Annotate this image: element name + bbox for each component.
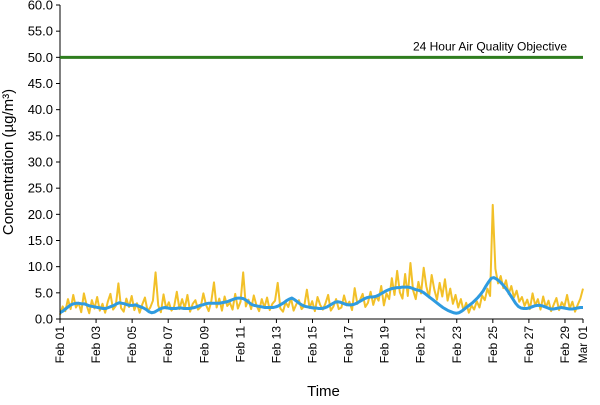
x-tick-label: Mar 01 bbox=[576, 326, 590, 364]
air-quality-objective-label: 24 Hour Air Quality Objective bbox=[413, 39, 567, 53]
y-tick-label: 15.0 bbox=[28, 233, 53, 248]
y-tick-label: 20.0 bbox=[28, 207, 53, 222]
x-tick-label: Feb 03 bbox=[89, 326, 103, 364]
x-tick-label: Feb 17 bbox=[342, 326, 356, 364]
y-tick-label: 35.0 bbox=[28, 128, 53, 143]
y-tick-label: 5.0 bbox=[35, 285, 53, 300]
series-layer bbox=[59, 203, 584, 316]
x-tick-label: Feb 19 bbox=[378, 326, 392, 364]
x-tick-label: Feb 21 bbox=[414, 326, 428, 364]
series-line-rolling bbox=[59, 276, 583, 315]
x-axis-ticks: Feb 01 Feb 03 Feb 05 Feb 07 Feb 09 Feb 11 Feb … bbox=[53, 319, 590, 363]
y-axis-title: Concentration (µg/m³) bbox=[0, 89, 17, 235]
x-tick-label: Feb 15 bbox=[305, 326, 319, 364]
y-tick-label: 30.0 bbox=[28, 155, 53, 170]
x-tick-label: Feb 13 bbox=[269, 326, 283, 364]
y-tick-label: 50.0 bbox=[28, 50, 53, 65]
y-tick-label: 0.0 bbox=[35, 312, 53, 327]
y-tick-label: 60.0 bbox=[28, 0, 53, 13]
y-tick-label: 10.0 bbox=[28, 259, 53, 274]
x-tick-label: Feb 09 bbox=[197, 326, 211, 364]
x-tick-label: Feb 01 bbox=[53, 326, 67, 364]
y-tick-label: 45.0 bbox=[28, 76, 53, 91]
y-tick-label: 55.0 bbox=[28, 24, 53, 39]
x-tick-label: Feb 25 bbox=[486, 326, 500, 364]
x-tick-label: Feb 05 bbox=[125, 326, 139, 364]
y-axis-ticks: 0.0 5.0 10.0 15.0 20.0 25.0 30.0 35.0 40.0 45.0 50… bbox=[28, 0, 60, 327]
x-tick-label: Feb 27 bbox=[522, 326, 536, 364]
x-tick-label: Feb 11 bbox=[233, 326, 247, 363]
x-tick-label: Feb 23 bbox=[450, 326, 464, 364]
x-axis-title: Time bbox=[307, 383, 340, 400]
series-line-hourly bbox=[59, 203, 584, 316]
x-tick-label: Feb 29 bbox=[558, 326, 572, 364]
y-tick-label: 25.0 bbox=[28, 181, 53, 196]
y-tick-label: 40.0 bbox=[28, 102, 53, 117]
x-tick-label: Feb 07 bbox=[161, 326, 175, 364]
